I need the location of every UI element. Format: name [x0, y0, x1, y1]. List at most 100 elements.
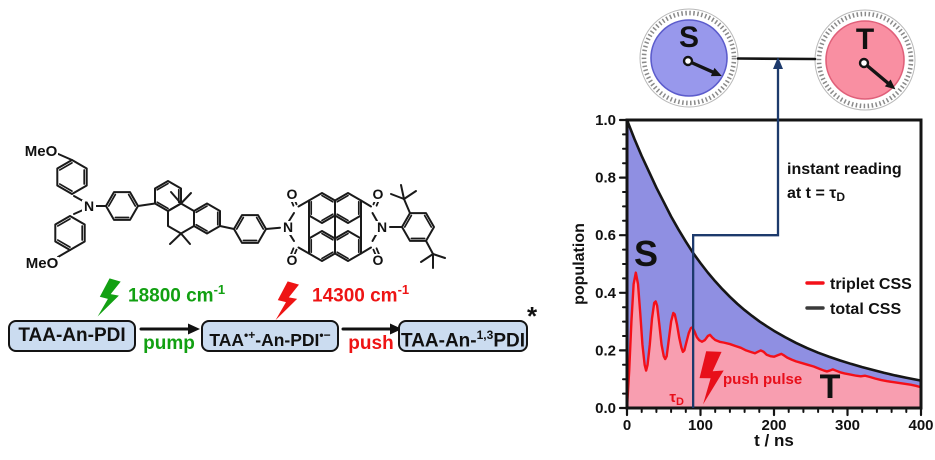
dial-t-label: T — [856, 23, 874, 56]
dial-t-tick-ring — [816, 11, 914, 109]
bond — [169, 232, 182, 245]
x-tick-label: 200 — [761, 417, 786, 434]
dial-s-needle-tip — [710, 67, 722, 77]
push-energy-label: 14300 cm-1 — [312, 282, 410, 307]
tau-d-label: τD — [669, 389, 684, 408]
pump-bolt-icon — [97, 278, 121, 317]
legend-label-total-css: total CSS — [830, 301, 901, 318]
singlet-area — [627, 120, 921, 408]
bond — [360, 199, 372, 208]
bond — [180, 232, 191, 245]
double-bond — [235, 216, 245, 230]
atom-label-meo-top: MeO — [25, 143, 58, 160]
molecule-structure: MeO MeO N N N O O O O — [24, 143, 446, 272]
triplet-css-curve — [625, 271, 922, 409]
double-bond — [321, 213, 334, 222]
double-bond — [56, 218, 71, 227]
double-bond — [321, 194, 334, 203]
bond — [73, 209, 84, 215]
benzene-ring — [54, 215, 86, 251]
bond — [57, 249, 71, 258]
label-halo — [285, 254, 299, 268]
dial-t-pivot — [858, 57, 870, 69]
double-bond — [156, 182, 169, 191]
y-tick-label: 1.0 — [595, 112, 616, 129]
y-tick-label: 0.6 — [595, 227, 616, 244]
bond — [403, 198, 411, 215]
atom-label-meo-bottom: MeO — [26, 255, 59, 272]
x-tick-label: 0 — [623, 417, 631, 434]
benzene-ring — [167, 202, 195, 235]
bond — [180, 192, 192, 205]
double-bond — [195, 223, 208, 232]
total-css-curve — [625, 119, 922, 382]
y-axis-title: population — [571, 223, 588, 305]
dial-t: T — [814, 9, 916, 111]
benzene-ring — [233, 214, 267, 244]
bond — [297, 199, 310, 208]
push-pulse-annotation: push pulse τD — [669, 351, 802, 408]
y-tick-label: 0.8 — [595, 170, 616, 187]
reading-path-group — [692, 57, 783, 408]
double-bond — [195, 205, 208, 214]
push-bolt-icon — [275, 281, 299, 321]
label-halo — [281, 221, 295, 235]
double-bond — [156, 201, 169, 210]
atom-label-imide-n-right: N — [377, 219, 387, 235]
x-tick-label: 300 — [835, 417, 860, 434]
legend-label-triplet-css: triplet CSS — [830, 276, 912, 293]
push-pulse-label: push pulse — [723, 371, 802, 388]
chart-legend: triplet CSS total CSS — [805, 276, 912, 318]
benzene-ring — [334, 192, 362, 224]
scheme-box-triplet: TAA-An-1,3PDI — [398, 320, 528, 352]
push-bolt-icon — [275, 281, 299, 321]
bond — [55, 152, 73, 161]
pump-label: pump — [143, 333, 195, 354]
bond — [73, 195, 84, 202]
bond — [219, 225, 235, 230]
bond — [265, 226, 281, 230]
label-halo — [24, 145, 58, 159]
y-tick-label: 0.0 — [595, 400, 616, 417]
benzene-ring — [105, 191, 139, 221]
bond — [400, 184, 405, 200]
bond — [170, 191, 182, 205]
scheme-box-taa-an-pdi: TAA-An-PDI — [8, 320, 136, 352]
bond — [288, 212, 295, 222]
label-halo — [371, 188, 385, 202]
double-bond — [56, 239, 71, 248]
y-tick-label: 0.2 — [595, 342, 616, 359]
reading-arrowhead — [773, 57, 783, 69]
dial-s-label: S — [679, 21, 699, 54]
x-axis-title: t / ns — [754, 431, 794, 450]
atom-label-o-top-left: O — [287, 186, 298, 202]
double-bond — [423, 214, 433, 228]
benzene-ring — [193, 202, 221, 235]
double-bond — [321, 251, 334, 260]
benzene-ring — [308, 230, 336, 262]
push-pulse-bolt-icon — [699, 351, 724, 405]
label-halo — [25, 257, 59, 271]
y-tick-label: 0.4 — [595, 285, 617, 302]
bond — [297, 246, 310, 255]
label-halo — [375, 221, 389, 235]
label-halo — [285, 188, 299, 202]
double-bond — [336, 194, 349, 203]
push-pulse-bolt-icon — [699, 351, 724, 405]
double-bond — [255, 216, 265, 230]
dial-t-needle — [862, 61, 892, 87]
x-tick-label: 400 — [908, 417, 933, 434]
double-bond — [336, 213, 349, 222]
benzene-ring — [308, 192, 336, 224]
atom-label-amine-n: N — [84, 198, 94, 214]
dial-t-needle-tip — [884, 79, 896, 90]
dial-s: S — [639, 8, 739, 108]
population-chart: 0 100 200 300 400 0.0 0.2 0.4 0.6 0.8 1.0 populatio… — [571, 112, 934, 450]
triplet-region-label: T — [820, 368, 841, 406]
double-bond — [403, 214, 413, 228]
instant-reading-annotation: instant reading at t = τD — [787, 161, 902, 204]
bond — [432, 253, 446, 259]
singlet-region-label: S — [634, 233, 658, 274]
atom-label-o-bottom-right: O — [373, 252, 384, 268]
